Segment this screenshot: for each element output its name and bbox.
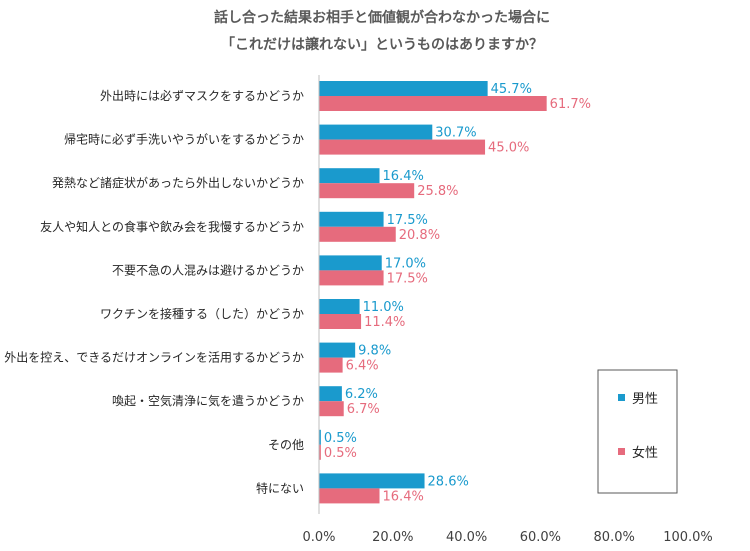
category-label: 特にない: [256, 480, 304, 495]
category-label: その他: [268, 438, 304, 452]
data-label-female: 11.4%: [364, 315, 405, 330]
category-label: 友人や知人との食事や飲み会を我慢するかどうか: [40, 219, 304, 234]
data-label-male: 16.4%: [383, 169, 424, 184]
bar-female: [319, 139, 486, 155]
x-axis: 0.0% 20.0% 40.0% 60.0% 80.0% 100.0%: [302, 75, 713, 545]
category-label: 不要不急の人混みは避けるかどうか: [112, 262, 304, 277]
x-tick-label: 100.0%: [663, 530, 713, 545]
bar-male: [319, 386, 342, 402]
bar-male: [319, 299, 360, 314]
bar-male: [319, 81, 488, 96]
data-label-male: 6.2%: [345, 387, 378, 402]
data-label-female: 20.8%: [399, 228, 440, 243]
legend-label-female: 女性: [632, 445, 658, 461]
bar-female: [319, 401, 344, 417]
data-label-female: 0.5%: [324, 446, 357, 461]
legend-box: [597, 369, 678, 494]
data-label-male: 17.0%: [385, 256, 426, 271]
bar-male: [319, 124, 433, 140]
bar-female: [319, 96, 547, 111]
bar-male: [319, 168, 380, 184]
bar-male: [319, 429, 321, 445]
bar-female: [319, 488, 380, 504]
chart-title-line-2: 「これだけは譲れない」というものはありますか？: [221, 36, 543, 53]
bar-female: [319, 357, 343, 373]
bar-female: [319, 270, 384, 286]
data-label-female: 6.7%: [347, 402, 380, 417]
category-labels: 外出時には必ずマスクをするかどうか帰宅時に必ず手洗いやうがいをするかどうか発熱な…: [4, 89, 304, 495]
data-label-male: 0.5%: [324, 431, 357, 446]
data-label-male: 28.6%: [428, 474, 469, 489]
category-label: 帰宅時に必ず手洗いやうがいをするかどうか: [64, 132, 304, 147]
bar-female: [319, 183, 415, 199]
category-label: ワクチンを接種する（した）かどうか: [100, 306, 304, 321]
category-label: 喚起・空気清浄に気を遣うかどうか: [112, 393, 304, 408]
bar-male: [319, 255, 382, 271]
bar-male: [319, 473, 425, 489]
data-label-male: 30.7%: [435, 126, 476, 141]
data-label-male: 45.7%: [491, 82, 532, 97]
x-tick-label: 40.0%: [446, 530, 487, 545]
data-label-male: 9.8%: [358, 344, 391, 359]
data-label-female: 17.5%: [387, 271, 428, 286]
x-tick-label: 0.0%: [302, 530, 335, 545]
data-label-male: 11.0%: [363, 300, 404, 315]
x-tick-label: 60.0%: [520, 530, 561, 545]
x-tick-label: 80.0%: [594, 530, 635, 545]
value-labels: 45.7%61.7%30.7%45.0%16.4%25.8%17.5%20.8%…: [324, 82, 591, 504]
category-label: 発熱など諸症状があったら外出しないかどうか: [52, 175, 304, 190]
data-label-female: 6.4%: [346, 359, 379, 374]
data-label-female: 45.0%: [488, 141, 529, 156]
chart-title-line-1: 話し合った結果お相手と価値観が合わなかった場合に: [214, 9, 550, 26]
bar-male: [319, 342, 356, 358]
bars: [319, 81, 547, 504]
category-label: 外出を控え、できるだけオンラインを活用するかどうか: [4, 351, 304, 365]
data-label-female: 61.7%: [550, 97, 591, 112]
category-label: 外出時には必ずマスクをするかどうか: [100, 89, 304, 103]
data-label-male: 17.5%: [387, 213, 428, 228]
data-label-female: 16.4%: [383, 489, 424, 504]
legend-swatch-male: [618, 394, 625, 401]
bar-male: [319, 211, 384, 227]
bar-female: [319, 226, 396, 242]
bar-female: [319, 444, 321, 460]
bar-female: [319, 314, 362, 329]
legend-label-male: 男性: [632, 392, 658, 407]
x-tick-label: 20.0%: [372, 530, 413, 545]
data-label-female: 25.8%: [417, 184, 458, 199]
legend-swatch-female: [618, 448, 625, 455]
